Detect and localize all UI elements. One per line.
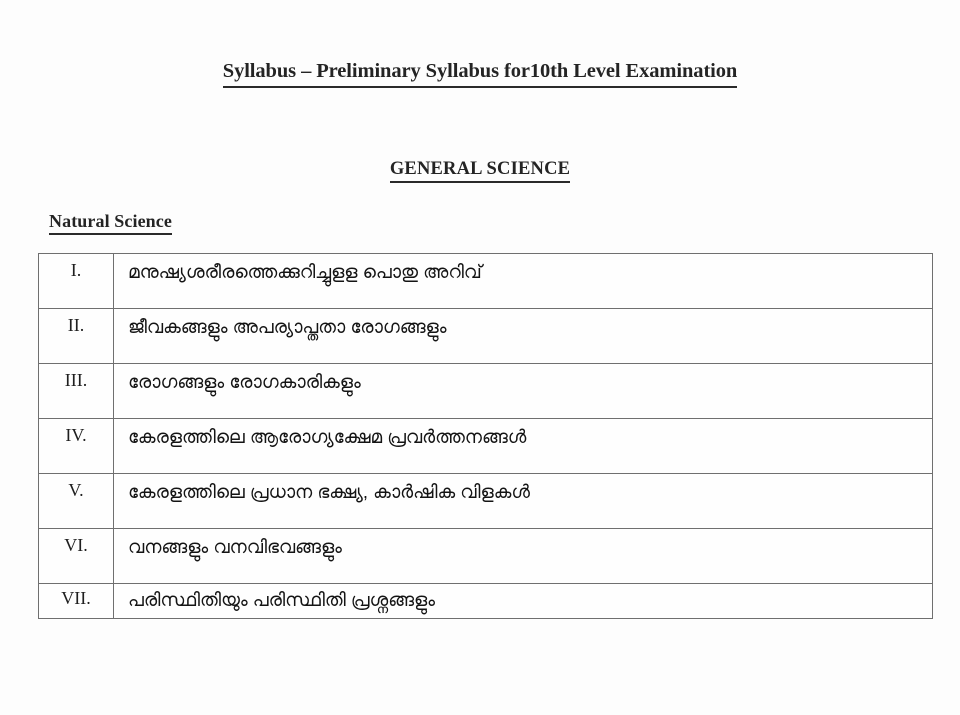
table-cell-topic: കേരളത്തിലെ പ്രധാന ഭക്ഷ്യ, കാർഷിക വിളകൾ: [113, 473, 933, 529]
table-row: III. രോഗങ്ങളും രോഗകാരികളും: [38, 363, 933, 419]
table-cell-numeral: III.: [38, 363, 114, 419]
table-cell-numeral: V.: [38, 473, 114, 529]
table-row: II. ജീവകങ്ങളും അപര്യാപ്തതാ രോഗങ്ങളും: [38, 308, 933, 364]
table-cell-topic: കേരളത്തിലെ ആരോഗ്യക്ഷേമ പ്രവർത്തനങ്ങൾ: [113, 418, 933, 474]
table-cell-numeral: IV.: [38, 418, 114, 474]
topic-title: കേരളത്തിലെ ആരോഗ്യക്ഷേമ പ്രവർത്തനങ്ങൾ: [128, 426, 527, 447]
topic-title: കേരളത്തിലെ പ്രധാന ഭക്ഷ്യ, കാർഷിക വിളകൾ: [128, 481, 530, 502]
table-row: I. മനുഷ്യശരീരത്തെക്കുറിച്ചുളള പൊതു അറിവ്: [38, 253, 933, 309]
subsection-heading-text: Natural Science: [49, 211, 172, 235]
topic-numeral: IV.: [65, 425, 87, 445]
table-row: V. കേരളത്തിലെ പ്രധാന ഭക്ഷ്യ, കാർഷിക വിളക…: [38, 473, 933, 529]
table-cell-topic: പരിസ്ഥിതിയും പരിസ്ഥിതി പ്രശ്നങ്ങളും: [113, 583, 933, 619]
table-cell-topic: വനങ്ങളും വനവിഭവങ്ങളും: [113, 528, 933, 584]
topic-title: രോഗങ്ങളും രോഗകാരികളും: [128, 371, 361, 392]
topic-title: ജീവകങ്ങളും അപര്യാപ്തതാ രോഗങ്ങളും: [128, 316, 447, 337]
syllabus-table-body: I. മനുഷ്യശരീരത്തെക്കുറിച്ചുളള പൊതു അറിവ്…: [38, 253, 933, 619]
table-cell-numeral: VI.: [38, 528, 114, 584]
topic-numeral: III.: [64, 370, 88, 390]
table-row: VI. വനങ്ങളും വനവിഭവങ്ങളും: [38, 528, 933, 584]
table-cell-topic: രോഗങ്ങളും രോഗകാരികളും: [113, 363, 933, 419]
syllabus-topics-table: I. മനുഷ്യശരീരത്തെക്കുറിച്ചുളള പൊതു അറിവ്…: [38, 253, 933, 619]
section-heading: GENERAL SCIENCE: [0, 159, 960, 184]
topic-title: മനുഷ്യശരീരത്തെക്കുറിച്ചുളള പൊതു അറിവ്: [128, 261, 482, 282]
topic-title: പരിസ്ഥിതിയും പരിസ്ഥിതി പ്രശ്നങ്ങളും: [128, 589, 435, 610]
topic-numeral: V.: [68, 480, 84, 500]
table-cell-numeral: VII.: [38, 583, 114, 619]
table-cell-topic: ജീവകങ്ങളും അപര്യാപ്തതാ രോഗങ്ങളും: [113, 308, 933, 364]
topic-numeral: I.: [70, 260, 82, 280]
table-cell-numeral: I.: [38, 253, 114, 309]
document-title-text: Syllabus – Preliminary Syllabus for10th …: [222, 60, 737, 88]
topic-title: വനങ്ങളും വനവിഭവങ്ങളും: [128, 536, 342, 557]
topic-numeral: II.: [67, 315, 85, 335]
topic-numeral: VII.: [61, 588, 91, 608]
table-cell-topic: മനുഷ്യശരീരത്തെക്കുറിച്ചുളള പൊതു അറിവ്: [113, 253, 933, 309]
table-row: IV. കേരളത്തിലെ ആരോഗ്യക്ഷേമ പ്രവർത്തനങ്ങൾ: [38, 418, 933, 474]
document-title: Syllabus – Preliminary Syllabus for10th …: [0, 60, 960, 88]
table-row: VII. പരിസ്ഥിതിയും പരിസ്ഥിതി പ്രശ്നങ്ങളും: [38, 583, 933, 619]
topic-numeral: VI.: [64, 535, 88, 555]
section-heading-text: GENERAL SCIENCE: [389, 159, 571, 184]
subsection-heading: Natural Science: [49, 211, 172, 235]
table-cell-numeral: II.: [38, 308, 114, 364]
